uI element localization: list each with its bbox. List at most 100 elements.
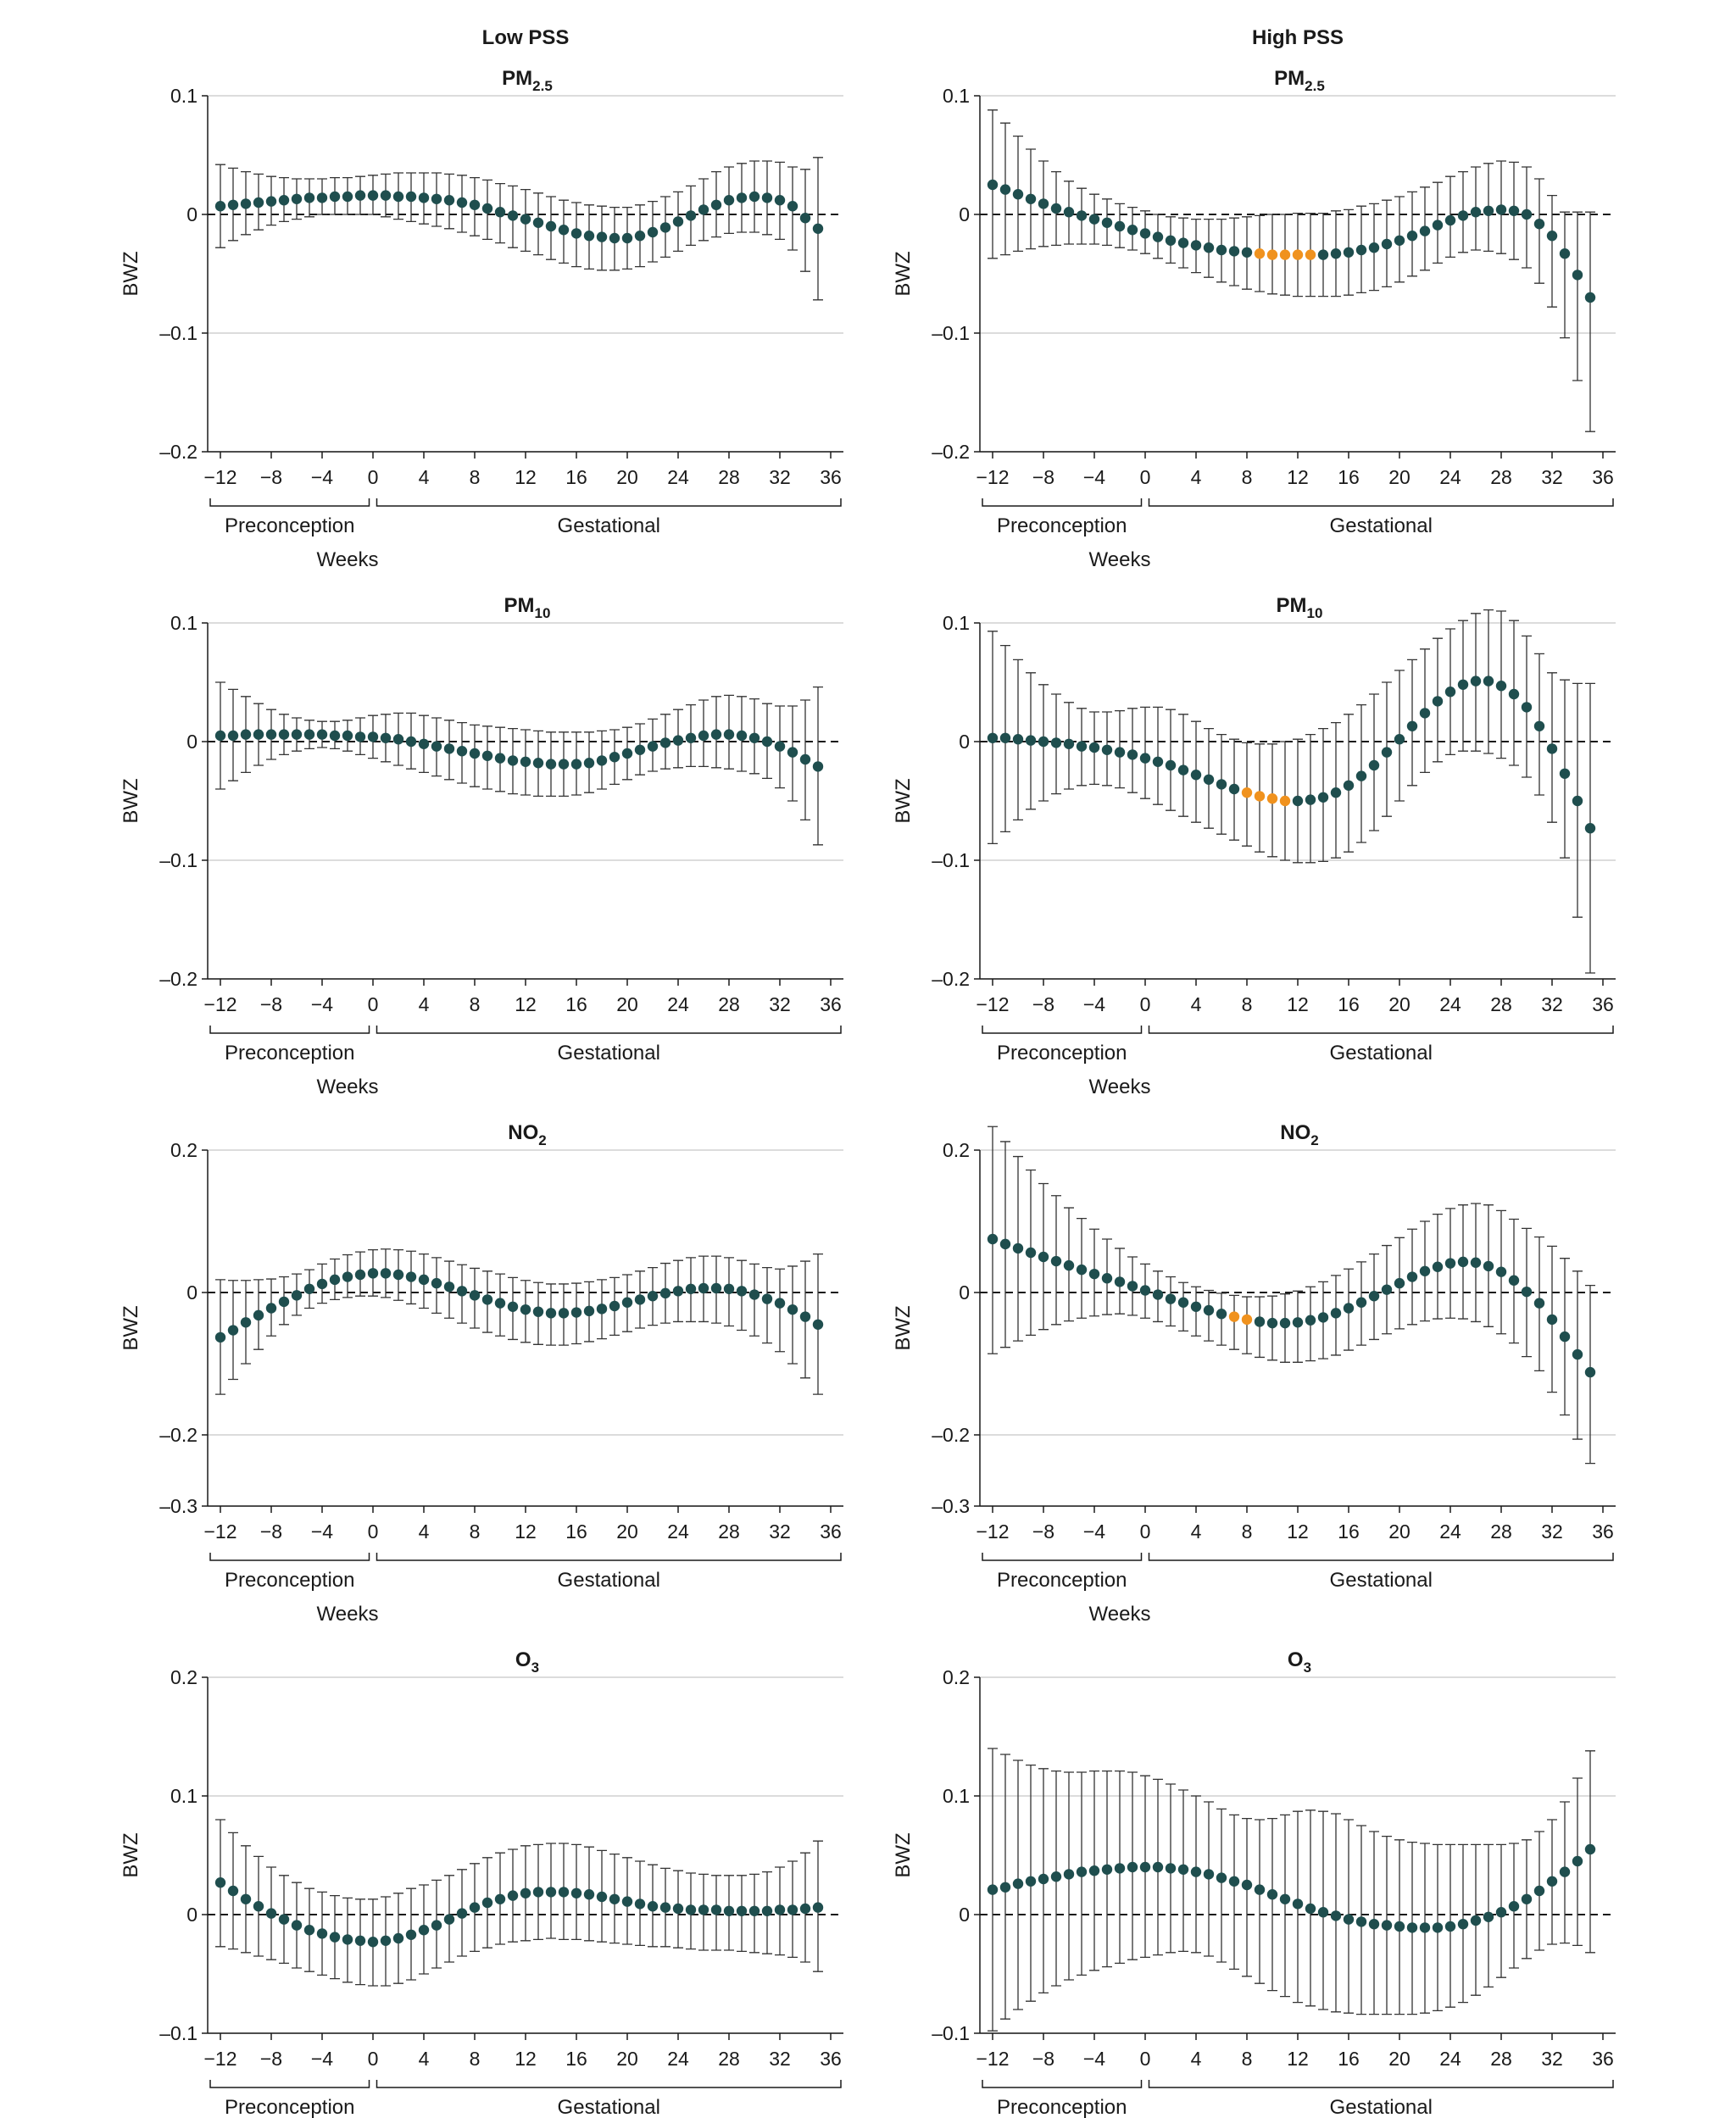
data-point <box>1419 708 1431 719</box>
y-tick-label: 0 <box>186 203 198 225</box>
error-bar <box>1242 1817 1252 1977</box>
x-tick-label: 8 <box>470 466 481 488</box>
y-axis-label: BWZ <box>120 251 142 296</box>
data-point <box>227 199 239 210</box>
data-point <box>1177 1297 1189 1308</box>
x-tick-label: 12 <box>515 993 537 1015</box>
x-tick-label: 16 <box>565 1520 587 1543</box>
data-point <box>1216 1309 1227 1320</box>
x-tick-label: 12 <box>1287 2048 1309 2070</box>
data-point <box>659 1902 671 1913</box>
data-point <box>443 1281 455 1292</box>
data-point <box>532 758 544 769</box>
data-point <box>748 732 760 743</box>
data-point <box>380 732 392 743</box>
x-tick-label: 32 <box>769 466 791 488</box>
y-tick-label: –0.2 <box>159 1424 198 1446</box>
data-point <box>1559 1331 1571 1343</box>
data-point <box>1279 1893 1291 1904</box>
y-axis-label: BWZ <box>120 1832 142 1877</box>
error-bar <box>1585 211 1595 432</box>
data-point <box>278 1914 290 1925</box>
data-point <box>392 1269 404 1281</box>
data-point <box>1025 1876 1037 1887</box>
x-tick-label: 24 <box>667 2048 689 2070</box>
data-point <box>494 1298 506 1309</box>
x-tick-label: 28 <box>1490 2048 1512 2070</box>
data-point <box>380 1935 392 1946</box>
data-point <box>1533 1885 1545 1897</box>
data-point <box>392 734 404 745</box>
data-point <box>748 1905 760 1916</box>
data-point <box>1025 735 1037 746</box>
data-point <box>787 1304 798 1315</box>
data-point <box>812 1902 824 1913</box>
data-point <box>1050 1255 1062 1267</box>
data-point <box>761 192 773 203</box>
y-tick-label: 0 <box>186 731 198 753</box>
data-point <box>1381 1284 1393 1295</box>
data-point <box>596 1304 608 1315</box>
data-point <box>469 748 481 759</box>
x-tick-label: 32 <box>1541 993 1563 1015</box>
data-point <box>570 1887 582 1898</box>
data-point <box>367 1268 379 1279</box>
y-axis-label: BWZ <box>120 778 142 823</box>
data-point <box>520 756 531 767</box>
data-point <box>761 736 773 748</box>
x-tick-label: 36 <box>820 2048 842 2070</box>
x-tick-label: 8 <box>1242 993 1253 1015</box>
data-point <box>761 1293 773 1304</box>
data-point <box>1457 679 1469 690</box>
y-tick-label: –0.2 <box>159 441 198 463</box>
x-tick-label: 36 <box>1592 466 1614 488</box>
bracket-preconception <box>209 2080 370 2088</box>
data-point <box>1305 1315 1316 1326</box>
data-point <box>1063 1869 1075 1880</box>
data-point <box>545 220 557 232</box>
x-tick-label: 16 <box>1338 466 1360 488</box>
data-point <box>685 1904 697 1915</box>
x-tick-label: 20 <box>1388 993 1410 1015</box>
x-tick-label: −8 <box>260 993 282 1015</box>
data-point <box>392 191 404 203</box>
panels-container: PM2.50.10–0.1–0.2−12 −8 −4 0 4 8 12 16 20 24 28 32 3… <box>120 67 1616 2118</box>
panel-title-main: NO <box>1280 1121 1310 1144</box>
data-point <box>774 195 786 206</box>
data-point <box>1241 1879 1253 1891</box>
data-point <box>316 1278 328 1290</box>
panel-low-pm10: PM10 0.1 0 –0.1 –0.2−12 −8 −4 0 4 8 12 16 20 24 28 32 36… <box>120 594 843 1098</box>
data-point <box>291 193 303 204</box>
error-bar <box>1255 1819 1265 1984</box>
data-point <box>1177 237 1189 248</box>
data-point <box>443 195 455 206</box>
data-point <box>1317 1907 1329 1918</box>
data-point <box>672 216 684 227</box>
bracket-gestational <box>376 1553 842 1561</box>
data-point <box>1444 1921 1456 1932</box>
data-point <box>799 1311 811 1322</box>
x-tick-label: 8 <box>1242 1520 1253 1543</box>
data-point <box>265 1908 277 1919</box>
data-point <box>418 1925 430 1936</box>
x-tick-label: 4 <box>419 466 430 488</box>
error-bar <box>1242 1296 1252 1354</box>
data-point <box>698 730 709 742</box>
data-point <box>710 1282 722 1294</box>
data-point <box>316 192 328 203</box>
data-point <box>621 1896 633 1907</box>
data-point <box>329 1274 341 1286</box>
panel-title-subscript: 10 <box>1307 605 1323 621</box>
data-point <box>431 193 442 204</box>
data-point <box>1152 1861 1164 1873</box>
data-point <box>456 1286 468 1297</box>
data-point <box>240 729 252 740</box>
panel-title-subscript: 3 <box>1304 1659 1311 1676</box>
data-point <box>1050 737 1062 748</box>
highlighted-point <box>1266 249 1278 260</box>
panel-title-subscript: 3 <box>531 1659 539 1676</box>
data-point <box>1139 753 1151 764</box>
error-bar <box>1153 706 1163 805</box>
error-bar <box>1547 194 1557 308</box>
data-point <box>253 729 264 740</box>
